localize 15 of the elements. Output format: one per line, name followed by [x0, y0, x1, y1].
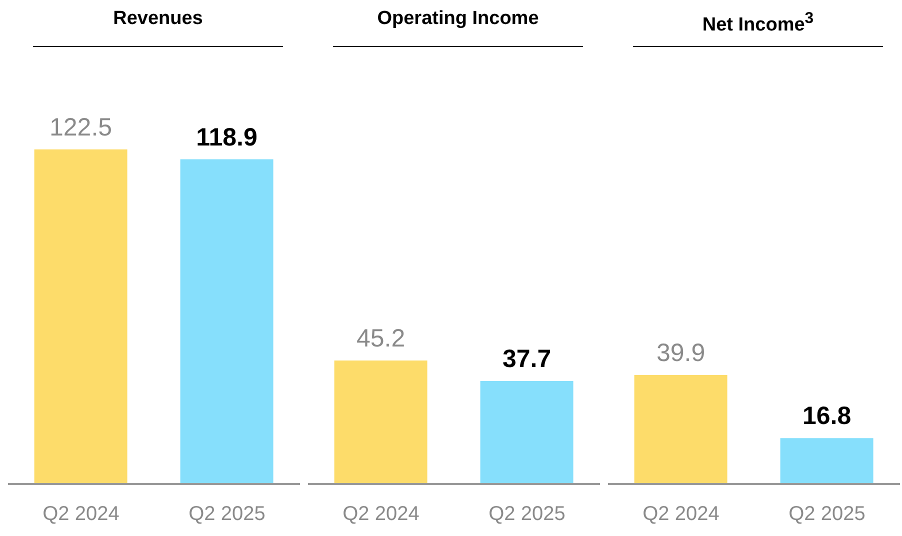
data-label: 122.5	[50, 113, 112, 142]
data-label: 16.8	[802, 402, 852, 430]
x-tick-label: Q2 2024	[42, 503, 120, 526]
chart-title: Operating Income	[333, 4, 583, 47]
data-label: 45.2	[356, 324, 406, 353]
x-tick-label: Q2 2024	[642, 503, 720, 526]
x-tick-label: Q2 2025	[488, 503, 566, 526]
x-tick-label: Q2 2024	[342, 503, 420, 526]
x-tick-label: Q2 2025	[188, 503, 266, 526]
chart-title: Net Income$^{3}$	[633, 4, 883, 47]
data-label: 39.9	[656, 339, 706, 368]
data-label: 118.9	[196, 123, 258, 152]
chart-title: Revenues	[33, 4, 283, 47]
data-label: 37.7	[502, 345, 552, 374]
x-tick-label: Q2 2025	[788, 503, 866, 526]
